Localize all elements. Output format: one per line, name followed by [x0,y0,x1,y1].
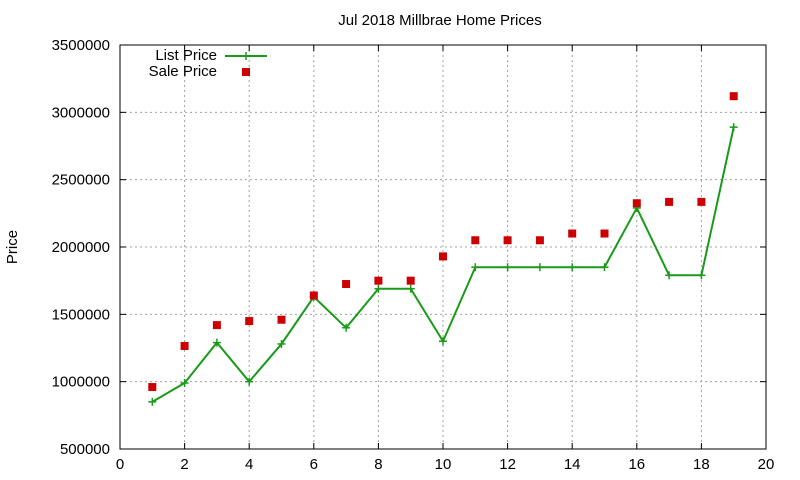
sale-price-point [729,92,738,101]
sale-price-point [600,229,609,238]
list-price-point [535,263,544,272]
list-price-point [697,271,706,280]
sale-price-point [632,199,641,208]
y-tick-label: 1500000 [52,306,110,323]
list-price-point [600,263,609,272]
y-tick-label: 3000000 [52,104,110,121]
sale-price-point [277,315,286,324]
x-tick-label: 16 [628,456,645,473]
list-price-point [148,397,157,406]
list-price-point [406,284,415,293]
x-tick-label: 2 [180,456,188,473]
list-price-point [180,379,189,388]
list-price-point [568,263,577,272]
legend-label-list-price: List Price [155,47,217,64]
sale-price-point [665,197,674,206]
legend: List Price Sale Price [149,47,267,80]
y-tick-label: 1000000 [52,374,110,391]
sale-price-point [212,321,221,330]
legend-label-sale-price: Sale Price [149,63,217,80]
chart-title: Jul 2018 Millbrae Home Prices [338,12,541,29]
y-axis-label: Price [4,230,21,264]
x-tick-label: 18 [693,456,710,473]
x-tick-label: 6 [310,456,318,473]
sale-price-point [374,276,383,285]
x-tick-label: 0 [116,456,124,473]
y-tick-label: 500000 [60,441,110,458]
sale-price-point [535,236,544,245]
x-tick-label: 20 [758,456,775,473]
legend-marker-sale-price [242,68,250,76]
sale-price-point [568,229,577,238]
x-tick-label: 10 [435,456,452,473]
sale-price-point [342,280,351,289]
sale-price-point [180,341,189,350]
sale-price-point [697,197,706,206]
sale-price-point [309,291,318,300]
list-price-point [212,338,221,347]
x-tick-label: 12 [499,456,516,473]
list-price-point [342,323,351,332]
sale-price-point [439,252,447,261]
list-price-point [374,284,383,293]
x-tick-label: 14 [564,456,581,473]
series [148,92,738,406]
x-tick-label: 8 [374,456,382,473]
list-price-point [277,339,286,348]
y-tick-label: 2000000 [52,239,110,256]
list-price-point [245,377,254,386]
sale-price-point [245,317,254,326]
legend-swatch-list-price [225,52,267,60]
legend-marker-list-price [242,52,250,60]
legend-swatch-sale-price [242,68,250,76]
sale-price-point [503,236,512,245]
sale-price-point [406,276,415,285]
y-tick-label: 3500000 [52,37,110,54]
y-tick-label: 2500000 [52,172,110,189]
sale-price-point [471,236,480,245]
axis-ticks: 0 2 4 6 8 10 12 14 16 18 20 500000 1000000 1500000 200… [52,37,775,473]
list-price-point [729,123,738,132]
sale-price-point [148,383,157,392]
grid [120,45,766,449]
list-price-point [665,271,674,280]
list-price-point [503,263,512,272]
x-tick-label: 4 [245,456,253,473]
list-price-point [439,337,447,346]
list-price-point [471,263,480,272]
